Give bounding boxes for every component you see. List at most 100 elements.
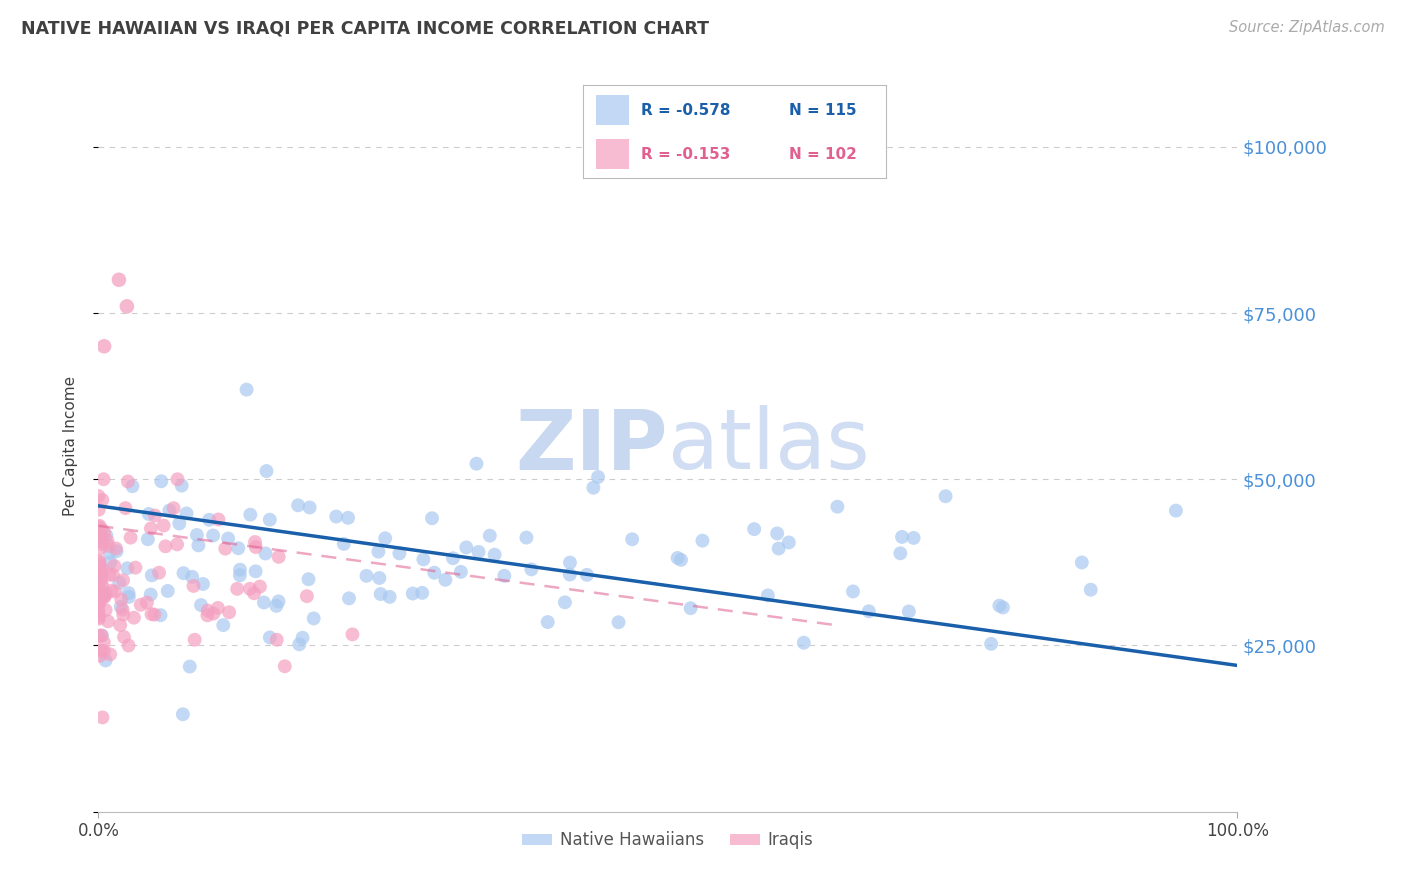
Point (152, 518, 174, 533)
Point (249, 580, 271, 594)
Point (90, 628, 112, 642)
Text: NATIVE HAWAIIAN VS IRAQI PER CAPITA INCOME CORRELATION CHART: NATIVE HAWAIIAN VS IRAQI PER CAPITA INCO… (21, 20, 709, 37)
Point (827, 500, 849, 514)
Point (89, 518, 111, 533)
Point (104, 584, 127, 599)
Point (135, 595, 157, 609)
Point (259, 513, 281, 527)
Point (89, 596, 111, 610)
Point (402, 586, 425, 600)
Point (575, 567, 598, 582)
Point (370, 587, 392, 601)
Point (98, 567, 121, 582)
Point (295, 589, 318, 603)
Point (267, 549, 290, 564)
Point (96, 528, 118, 542)
Point (256, 464, 278, 478)
Point (586, 470, 609, 484)
Point (89, 561, 111, 575)
Text: R = -0.153: R = -0.153 (641, 146, 730, 161)
Point (259, 631, 281, 645)
Point (337, 511, 360, 525)
Point (93, 644, 115, 658)
Point (520, 562, 543, 576)
Point (202, 528, 225, 542)
Point (108, 575, 131, 590)
Point (87, 558, 110, 572)
Point (93, 589, 115, 603)
Point (756, 588, 779, 602)
Point (124, 560, 146, 574)
Point (243, 535, 266, 549)
Point (91, 537, 114, 551)
Point (467, 545, 489, 559)
Point (98, 556, 121, 570)
Point (378, 590, 401, 604)
Point (891, 530, 914, 544)
Point (191, 577, 214, 591)
Point (136, 533, 159, 547)
Point (692, 533, 714, 548)
Point (621, 533, 644, 547)
Point (897, 604, 920, 618)
Point (515, 531, 537, 545)
Point (122, 610, 145, 624)
Point (97, 615, 120, 629)
Point (89, 533, 111, 548)
Point (842, 584, 865, 599)
Point (768, 541, 790, 556)
Point (297, 572, 319, 586)
Point (91, 579, 114, 593)
Point (554, 595, 576, 609)
Point (356, 569, 378, 583)
Text: ZIP: ZIP (516, 406, 668, 486)
Point (858, 604, 880, 618)
Point (89, 608, 111, 623)
Point (187, 538, 209, 552)
Point (226, 541, 249, 556)
Point (988, 599, 1011, 613)
Point (302, 611, 325, 625)
Point (110, 599, 132, 614)
Point (243, 586, 266, 600)
Point (239, 582, 262, 596)
Point (117, 639, 139, 653)
Point (105, 544, 128, 558)
Point (112, 630, 135, 644)
Point (333, 537, 356, 551)
Point (121, 479, 143, 493)
Text: N = 115: N = 115 (789, 103, 856, 118)
Point (766, 526, 789, 541)
Point (666, 550, 689, 565)
Point (582, 481, 605, 495)
Point (342, 627, 364, 641)
Point (412, 552, 434, 566)
Point (456, 541, 478, 555)
Point (176, 507, 198, 521)
Point (100, 583, 122, 598)
Point (93, 472, 115, 486)
Point (89, 554, 111, 568)
Bar (596, 139, 628, 169)
Point (465, 457, 488, 471)
Point (87, 574, 110, 589)
Point (420, 511, 443, 525)
Point (108, 618, 131, 632)
Point (235, 383, 257, 397)
Point (229, 568, 252, 582)
Point (935, 489, 957, 503)
Point (94, 587, 117, 601)
Point (89, 541, 111, 555)
Point (374, 531, 396, 545)
Point (117, 586, 139, 600)
Point (441, 551, 464, 566)
Point (108, 273, 131, 287)
Point (87, 603, 110, 617)
Point (148, 566, 170, 580)
Point (87, 583, 110, 598)
Point (93, 339, 115, 353)
Point (90, 644, 112, 658)
Point (889, 546, 911, 560)
Point (229, 563, 252, 577)
Point (141, 568, 163, 582)
